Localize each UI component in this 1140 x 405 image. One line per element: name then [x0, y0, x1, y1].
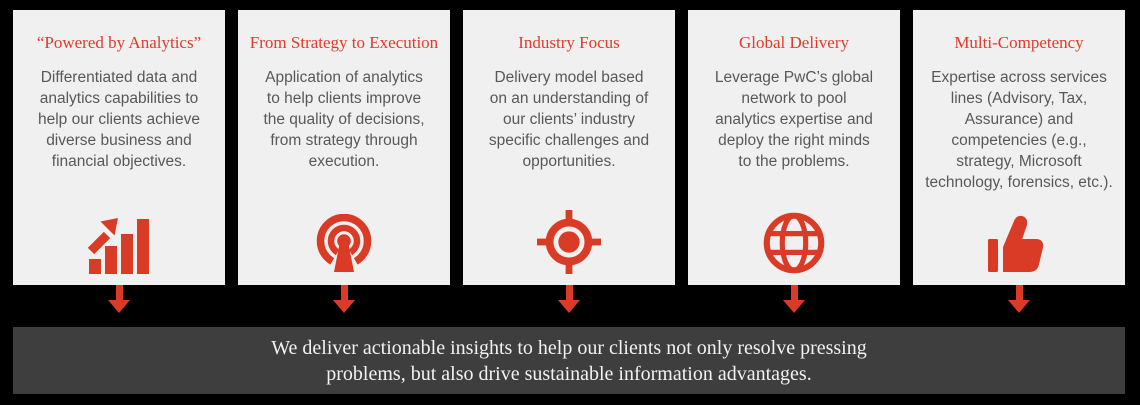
thumbs-up-icon	[986, 214, 1052, 274]
card-title: Global Delivery	[739, 33, 849, 52]
down-arrow	[333, 285, 355, 313]
card-body: Delivery model based on an understanding…	[488, 69, 650, 170]
card-body: Expertise across services lines (Advisor…	[925, 69, 1113, 191]
arrows-row	[13, 285, 1125, 327]
card-strategy-to-execution: From Strategy to Execution Application o…	[238, 10, 450, 285]
card-multi-competency: Multi-Competency Expertise across servic…	[913, 10, 1125, 285]
broadcast-target-icon	[311, 214, 377, 274]
cards-row: “Powered by Analytics” Differentiated da…	[13, 10, 1125, 285]
card-powered-by-analytics: “Powered by Analytics” Differentiated da…	[13, 10, 225, 285]
globe-icon	[763, 212, 825, 274]
card-title: “Powered by Analytics”	[36, 33, 202, 52]
down-arrow	[558, 285, 580, 313]
summary-banner-text: We deliver actionable insights to help o…	[271, 336, 867, 385]
card-title: Multi-Competency	[954, 33, 1084, 52]
card-body: Application of analytics to help clients…	[263, 69, 425, 170]
summary-banner: We deliver actionable insights to help o…	[13, 327, 1125, 394]
card-body: Differentiated data and analytics capabi…	[38, 69, 200, 170]
down-arrow	[1008, 285, 1030, 313]
card-title: Industry Focus	[518, 33, 620, 52]
crosshair-target-icon	[537, 210, 601, 274]
card-title: From Strategy to Execution	[249, 33, 439, 52]
card-body: Leverage PwC’s global network to pool an…	[714, 69, 874, 170]
down-arrow	[108, 285, 130, 313]
down-arrow	[783, 285, 805, 313]
card-industry-focus: Industry Focus Delivery model based on a…	[463, 10, 675, 285]
card-global-delivery: Global Delivery Leverage PwC’s global ne…	[688, 10, 900, 285]
growth-chart-icon	[88, 218, 150, 274]
